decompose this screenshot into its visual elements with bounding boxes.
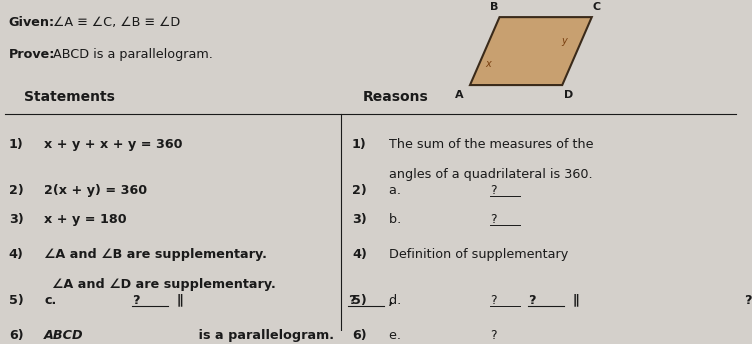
Text: ?: ? [132, 294, 140, 307]
Text: ,: , [384, 294, 402, 307]
Text: 3): 3) [352, 213, 367, 226]
Text: B: B [490, 2, 499, 12]
Text: c.: c. [44, 294, 56, 307]
Text: ?: ? [490, 184, 496, 197]
Text: Reasons: Reasons [363, 90, 429, 104]
Text: e.: e. [389, 329, 409, 342]
Text: 2): 2) [9, 184, 23, 197]
Text: ∠A and ∠B are supplementary.: ∠A and ∠B are supplementary. [44, 248, 267, 261]
Text: 6): 6) [9, 329, 23, 342]
Text: ?: ? [490, 213, 496, 226]
Text: ∠A ≡ ∠C, ∠B ≡ ∠D: ∠A ≡ ∠C, ∠B ≡ ∠D [50, 15, 180, 29]
Text: ABCD is a parallelogram.: ABCD is a parallelogram. [50, 48, 214, 61]
Text: ∥: ∥ [168, 294, 193, 307]
Text: 5): 5) [352, 294, 367, 307]
Text: C: C [593, 2, 601, 12]
Text: is a parallelogram.: is a parallelogram. [193, 329, 334, 342]
Text: x + y = 180: x + y = 180 [44, 213, 127, 226]
Text: Given:: Given: [9, 15, 55, 29]
Polygon shape [470, 17, 592, 85]
Text: ?: ? [490, 329, 496, 342]
Text: ?: ? [490, 294, 496, 307]
Text: Statements: Statements [23, 90, 114, 104]
Text: 6): 6) [352, 329, 366, 342]
Text: y: y [561, 36, 566, 46]
Text: 5): 5) [9, 294, 23, 307]
Text: ?: ? [528, 294, 535, 307]
Text: The sum of the measures of the: The sum of the measures of the [389, 138, 593, 151]
Text: a.: a. [389, 184, 409, 197]
Text: 4): 4) [352, 248, 367, 261]
Text: Prove:: Prove: [9, 48, 55, 61]
Text: Definition of supplementary: Definition of supplementary [389, 248, 568, 261]
Text: 4): 4) [9, 248, 23, 261]
Text: A: A [455, 90, 463, 100]
Text: angles of a quadrilateral is 360.: angles of a quadrilateral is 360. [389, 168, 593, 181]
Text: ?: ? [348, 294, 356, 307]
Text: 2): 2) [352, 184, 367, 197]
Text: x + y + x + y = 360: x + y + x + y = 360 [44, 138, 183, 151]
Text: ?: ? [744, 294, 751, 307]
Text: 1): 1) [9, 138, 23, 151]
Text: 2(x + y) = 360: 2(x + y) = 360 [44, 184, 147, 197]
Text: ∠A and ∠D are supplementary.: ∠A and ∠D are supplementary. [52, 278, 275, 291]
Text: x: x [486, 59, 491, 69]
Text: 3): 3) [9, 213, 23, 226]
Text: ABCD: ABCD [44, 329, 83, 342]
Text: d.: d. [389, 294, 409, 307]
Text: ∥: ∥ [564, 294, 589, 307]
Text: 1): 1) [352, 138, 367, 151]
Text: D: D [563, 90, 573, 100]
Text: b.: b. [389, 213, 409, 226]
